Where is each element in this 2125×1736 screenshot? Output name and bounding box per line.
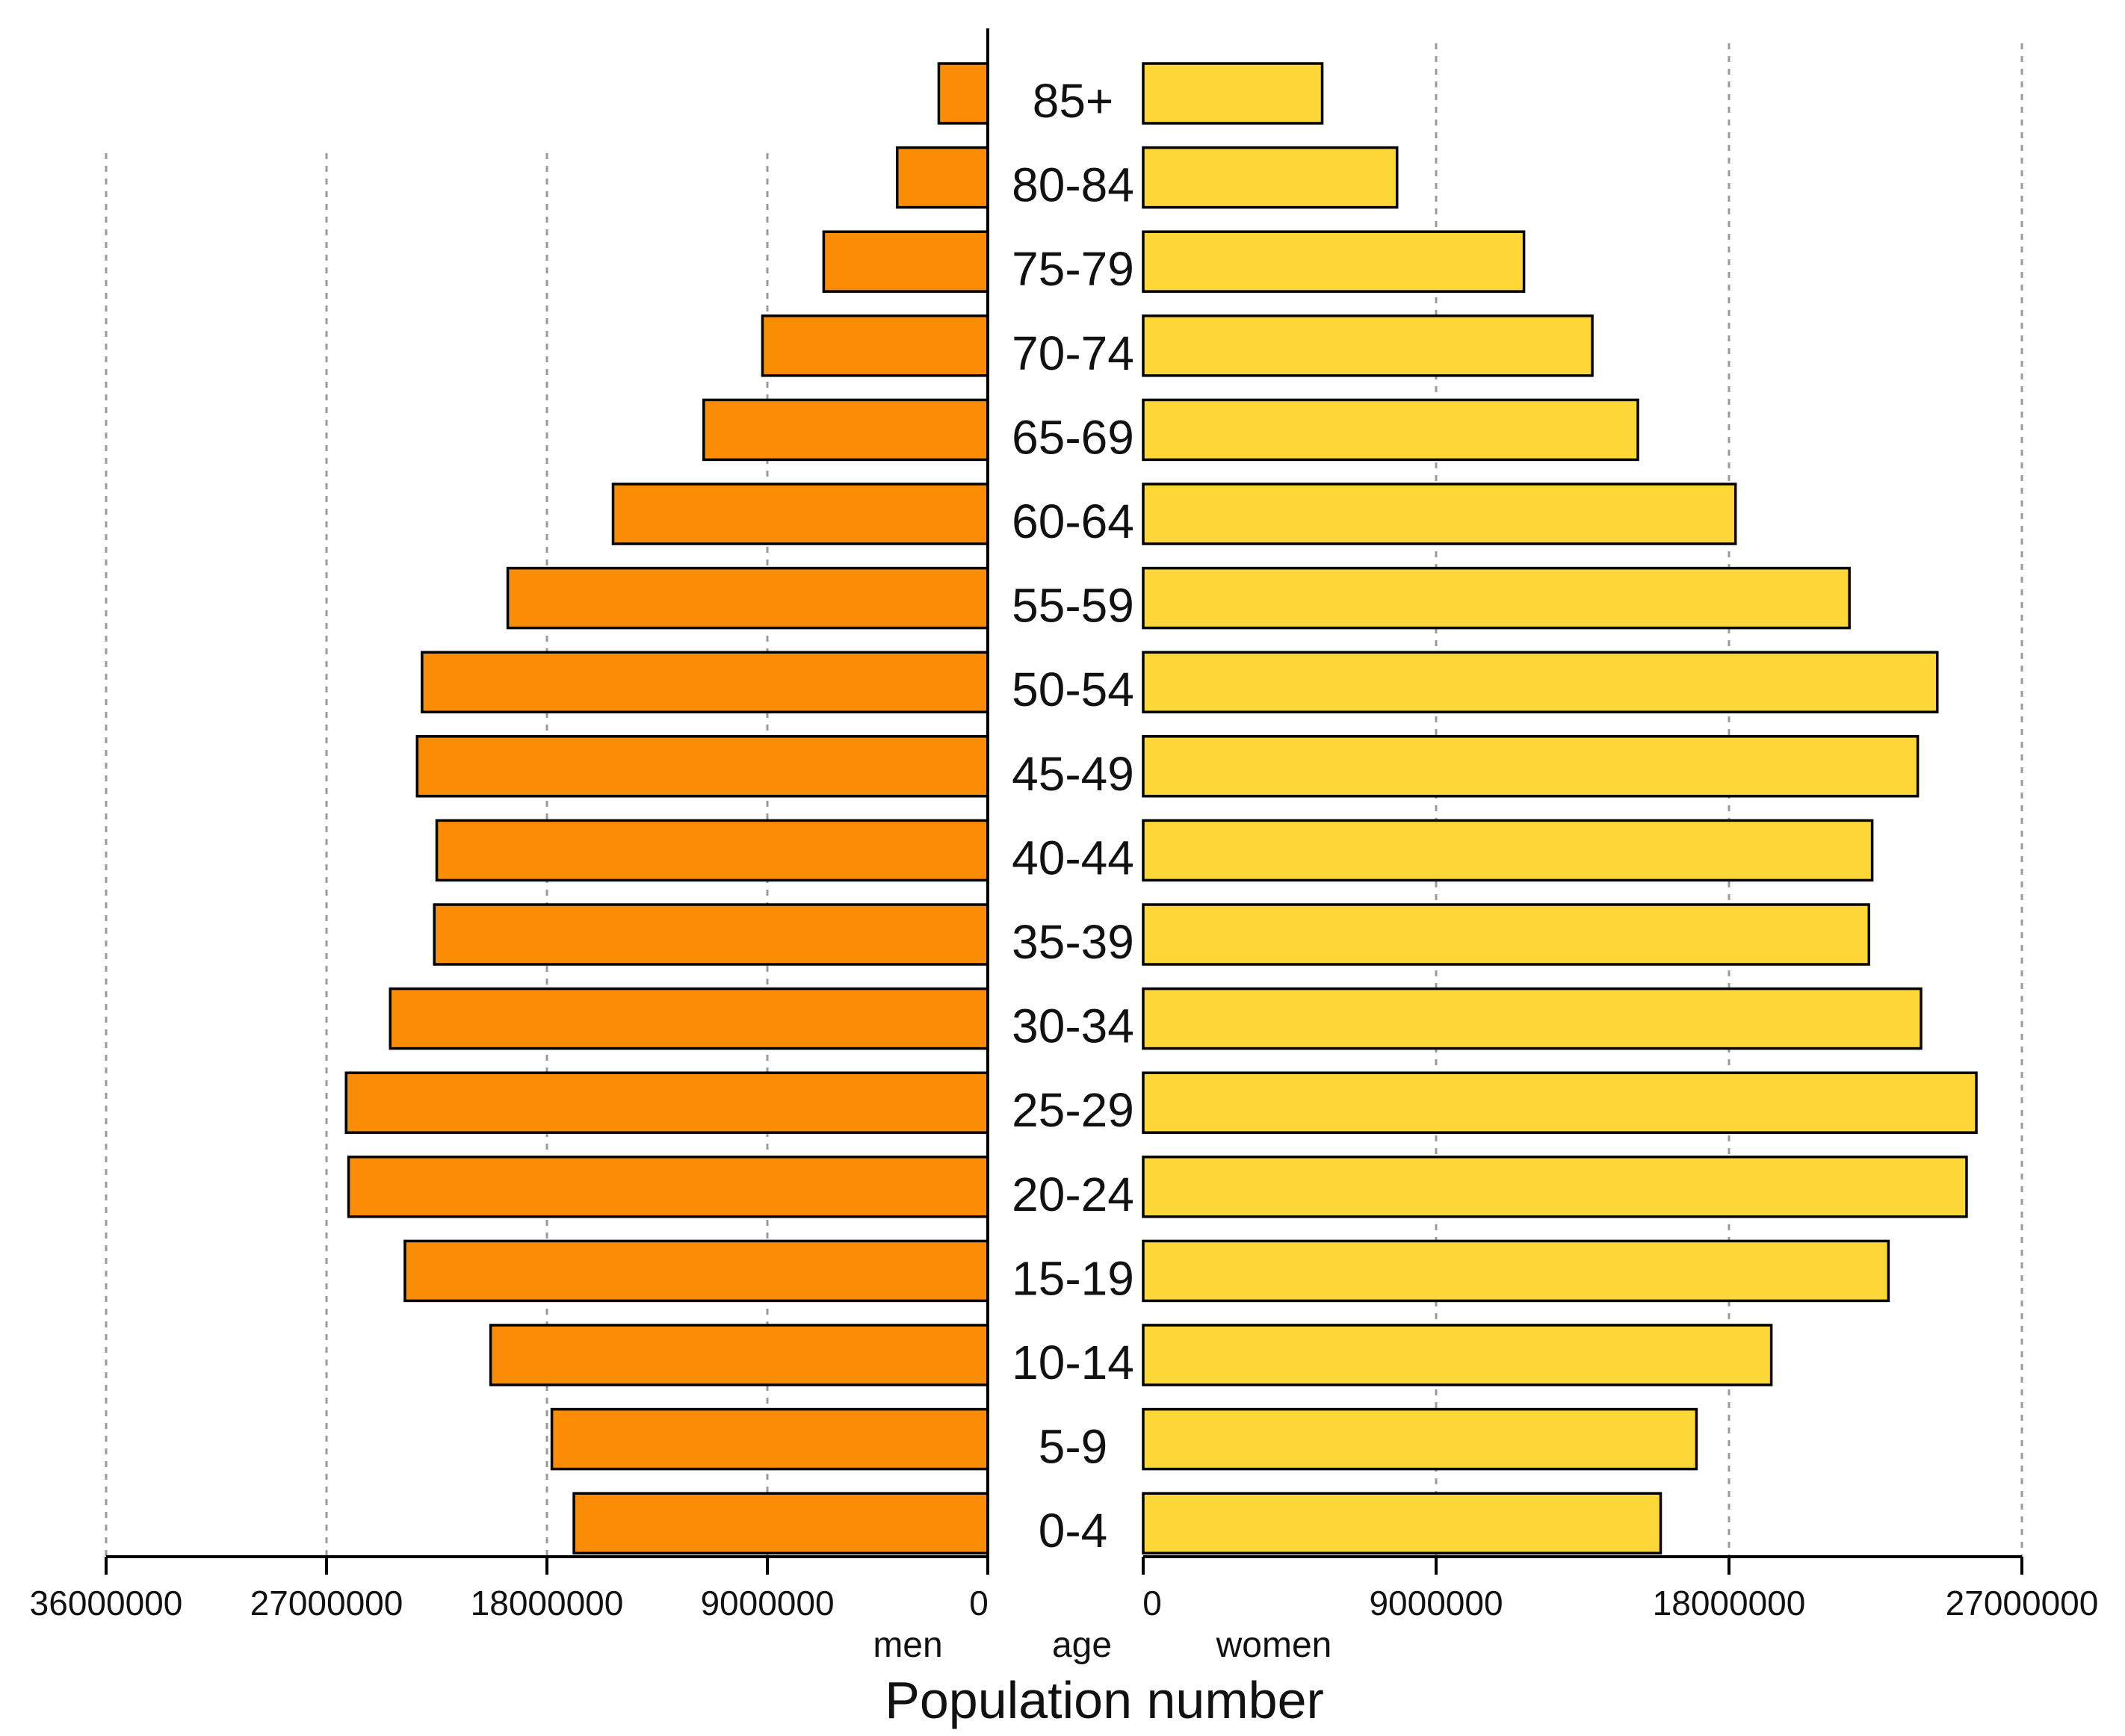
women-tick-label-0: 0	[1142, 1584, 1162, 1622]
age-label-70-74: 70-74	[1012, 326, 1134, 380]
women-bar-0-4	[1142, 1492, 1662, 1554]
women-label: women	[1216, 1625, 1332, 1665]
women-bar-20-24	[1142, 1156, 1968, 1218]
age-label-45-49: 45-49	[1012, 747, 1134, 801]
women-bar-85+	[1142, 62, 1324, 125]
women-bar-80-84	[1142, 146, 1399, 209]
men-bar-15-19	[403, 1239, 989, 1303]
men-bar-20-24	[347, 1156, 989, 1218]
women-bar-60-64	[1142, 483, 1737, 545]
age-label-15-19: 15-19	[1012, 1251, 1134, 1305]
women-bar-40-44	[1142, 819, 1874, 882]
men-bar-35-39	[433, 903, 989, 966]
women-tick-label-27000000: 27000000	[1946, 1584, 2099, 1622]
men-bar-80-84	[895, 146, 989, 209]
bars	[344, 62, 1978, 1554]
women-tick-label-18000000: 18000000	[1653, 1584, 1806, 1622]
age-label-75-79: 75-79	[1012, 242, 1134, 296]
age-label-25-29: 25-29	[1012, 1083, 1134, 1137]
men-bar-70-74	[761, 314, 989, 377]
age-label-20-24: 20-24	[1012, 1168, 1134, 1221]
men-tick-label-36000000: 36000000	[30, 1584, 183, 1622]
age-label-35-39: 35-39	[1012, 915, 1134, 969]
x-axis-title: Population number	[885, 1671, 1324, 1729]
age-label-55-59: 55-59	[1012, 579, 1134, 633]
women-bar-65-69	[1142, 398, 1639, 462]
age-label-30-34: 30-34	[1012, 999, 1134, 1053]
women-bar-75-79	[1142, 230, 1526, 293]
age-label-40-44: 40-44	[1012, 831, 1134, 884]
women-bar-10-14	[1142, 1324, 1773, 1386]
men-bar-10-14	[489, 1324, 989, 1386]
women-bar-55-59	[1142, 566, 1851, 630]
men-tick-label-9000000: 9000000	[700, 1584, 834, 1622]
tick-labels: 36000000 27000000 18000000 9000000 0 0 9000000…	[30, 1557, 2099, 1622]
age-label-0-4: 0-4	[1039, 1504, 1108, 1557]
men-bar-55-59	[506, 566, 989, 630]
men-bar-75-79	[822, 230, 989, 293]
women-bar-30-34	[1142, 987, 1923, 1050]
women-bar-35-39	[1142, 903, 1871, 966]
men-bar-65-69	[702, 398, 989, 462]
women-bar-15-19	[1142, 1239, 1890, 1303]
men-bar-45-49	[415, 735, 989, 798]
women-bar-5-9	[1142, 1407, 1698, 1471]
men-tick-label-18000000: 18000000	[471, 1584, 624, 1622]
age-labels: 85+ 80-84 75-79 70-74 65-69 60-64 55-59 50-54 45…	[1012, 74, 1134, 1557]
men-tick-label-0: 0	[969, 1584, 989, 1622]
women-bar-70-74	[1142, 314, 1594, 377]
age-label-85+: 85+	[1033, 74, 1114, 128]
age-label-10-14: 10-14	[1012, 1336, 1134, 1389]
men-bar-5-9	[550, 1407, 989, 1471]
women-tick-label-9000000: 9000000	[1369, 1584, 1503, 1622]
men-label: men	[873, 1625, 942, 1665]
age-label-50-54: 50-54	[1012, 663, 1134, 716]
women-bar-45-49	[1142, 735, 1920, 798]
men-bar-50-54	[421, 651, 989, 713]
men-bar-0-4	[572, 1492, 989, 1554]
age-label-65-69: 65-69	[1012, 410, 1134, 464]
women-bar-25-29	[1142, 1071, 1978, 1134]
women-bar-50-54	[1142, 651, 1939, 713]
men-bar-60-64	[611, 483, 989, 545]
age-label-80-84: 80-84	[1012, 158, 1134, 212]
men-tick-label-27000000: 27000000	[250, 1584, 403, 1622]
men-bar-30-34	[389, 987, 989, 1050]
men-bar-85+	[937, 62, 989, 125]
age-label-60-64: 60-64	[1012, 495, 1134, 548]
men-bar-40-44	[435, 819, 989, 882]
age-label-5-9: 5-9	[1039, 1420, 1108, 1474]
age-label: age	[1052, 1625, 1112, 1665]
men-bar-25-29	[344, 1071, 989, 1134]
